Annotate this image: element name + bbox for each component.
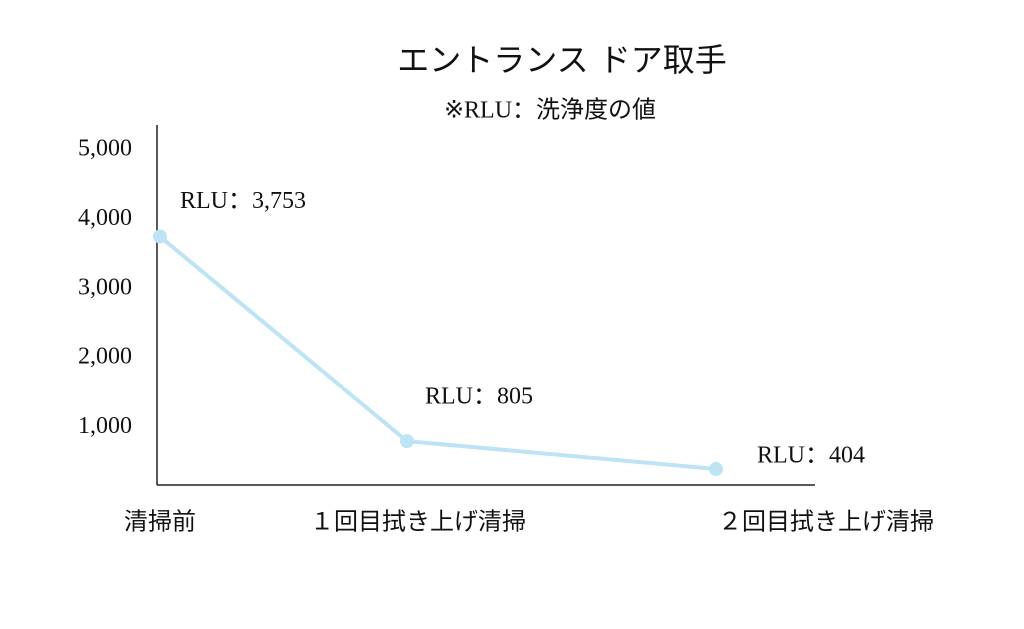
line: [158, 235, 717, 471]
y-tick-label: 4,000: [78, 205, 132, 231]
x-tick-label: １回目拭き上げ清掃: [310, 509, 526, 536]
x-tick-label: ２回目拭き上げ清掃: [718, 509, 934, 536]
value-label: RLU：805: [425, 384, 533, 410]
y-tick-label: 2,000: [78, 344, 132, 370]
chart-subtitle: ※RLU：洗浄度の値: [444, 97, 656, 124]
y-tick-label: 5,000: [78, 136, 132, 162]
value-label: RLU：3,753: [180, 188, 306, 214]
value-label: RLU：404: [757, 442, 865, 468]
point: [400, 434, 414, 449]
point: [153, 229, 167, 244]
point: [709, 461, 723, 476]
y-tick-label: 1,000: [78, 413, 132, 439]
chart-title: エントランス ドア取手: [397, 41, 727, 79]
x-tick-label: 清掃前: [124, 509, 196, 536]
y-tick-label: 3,000: [78, 274, 132, 300]
